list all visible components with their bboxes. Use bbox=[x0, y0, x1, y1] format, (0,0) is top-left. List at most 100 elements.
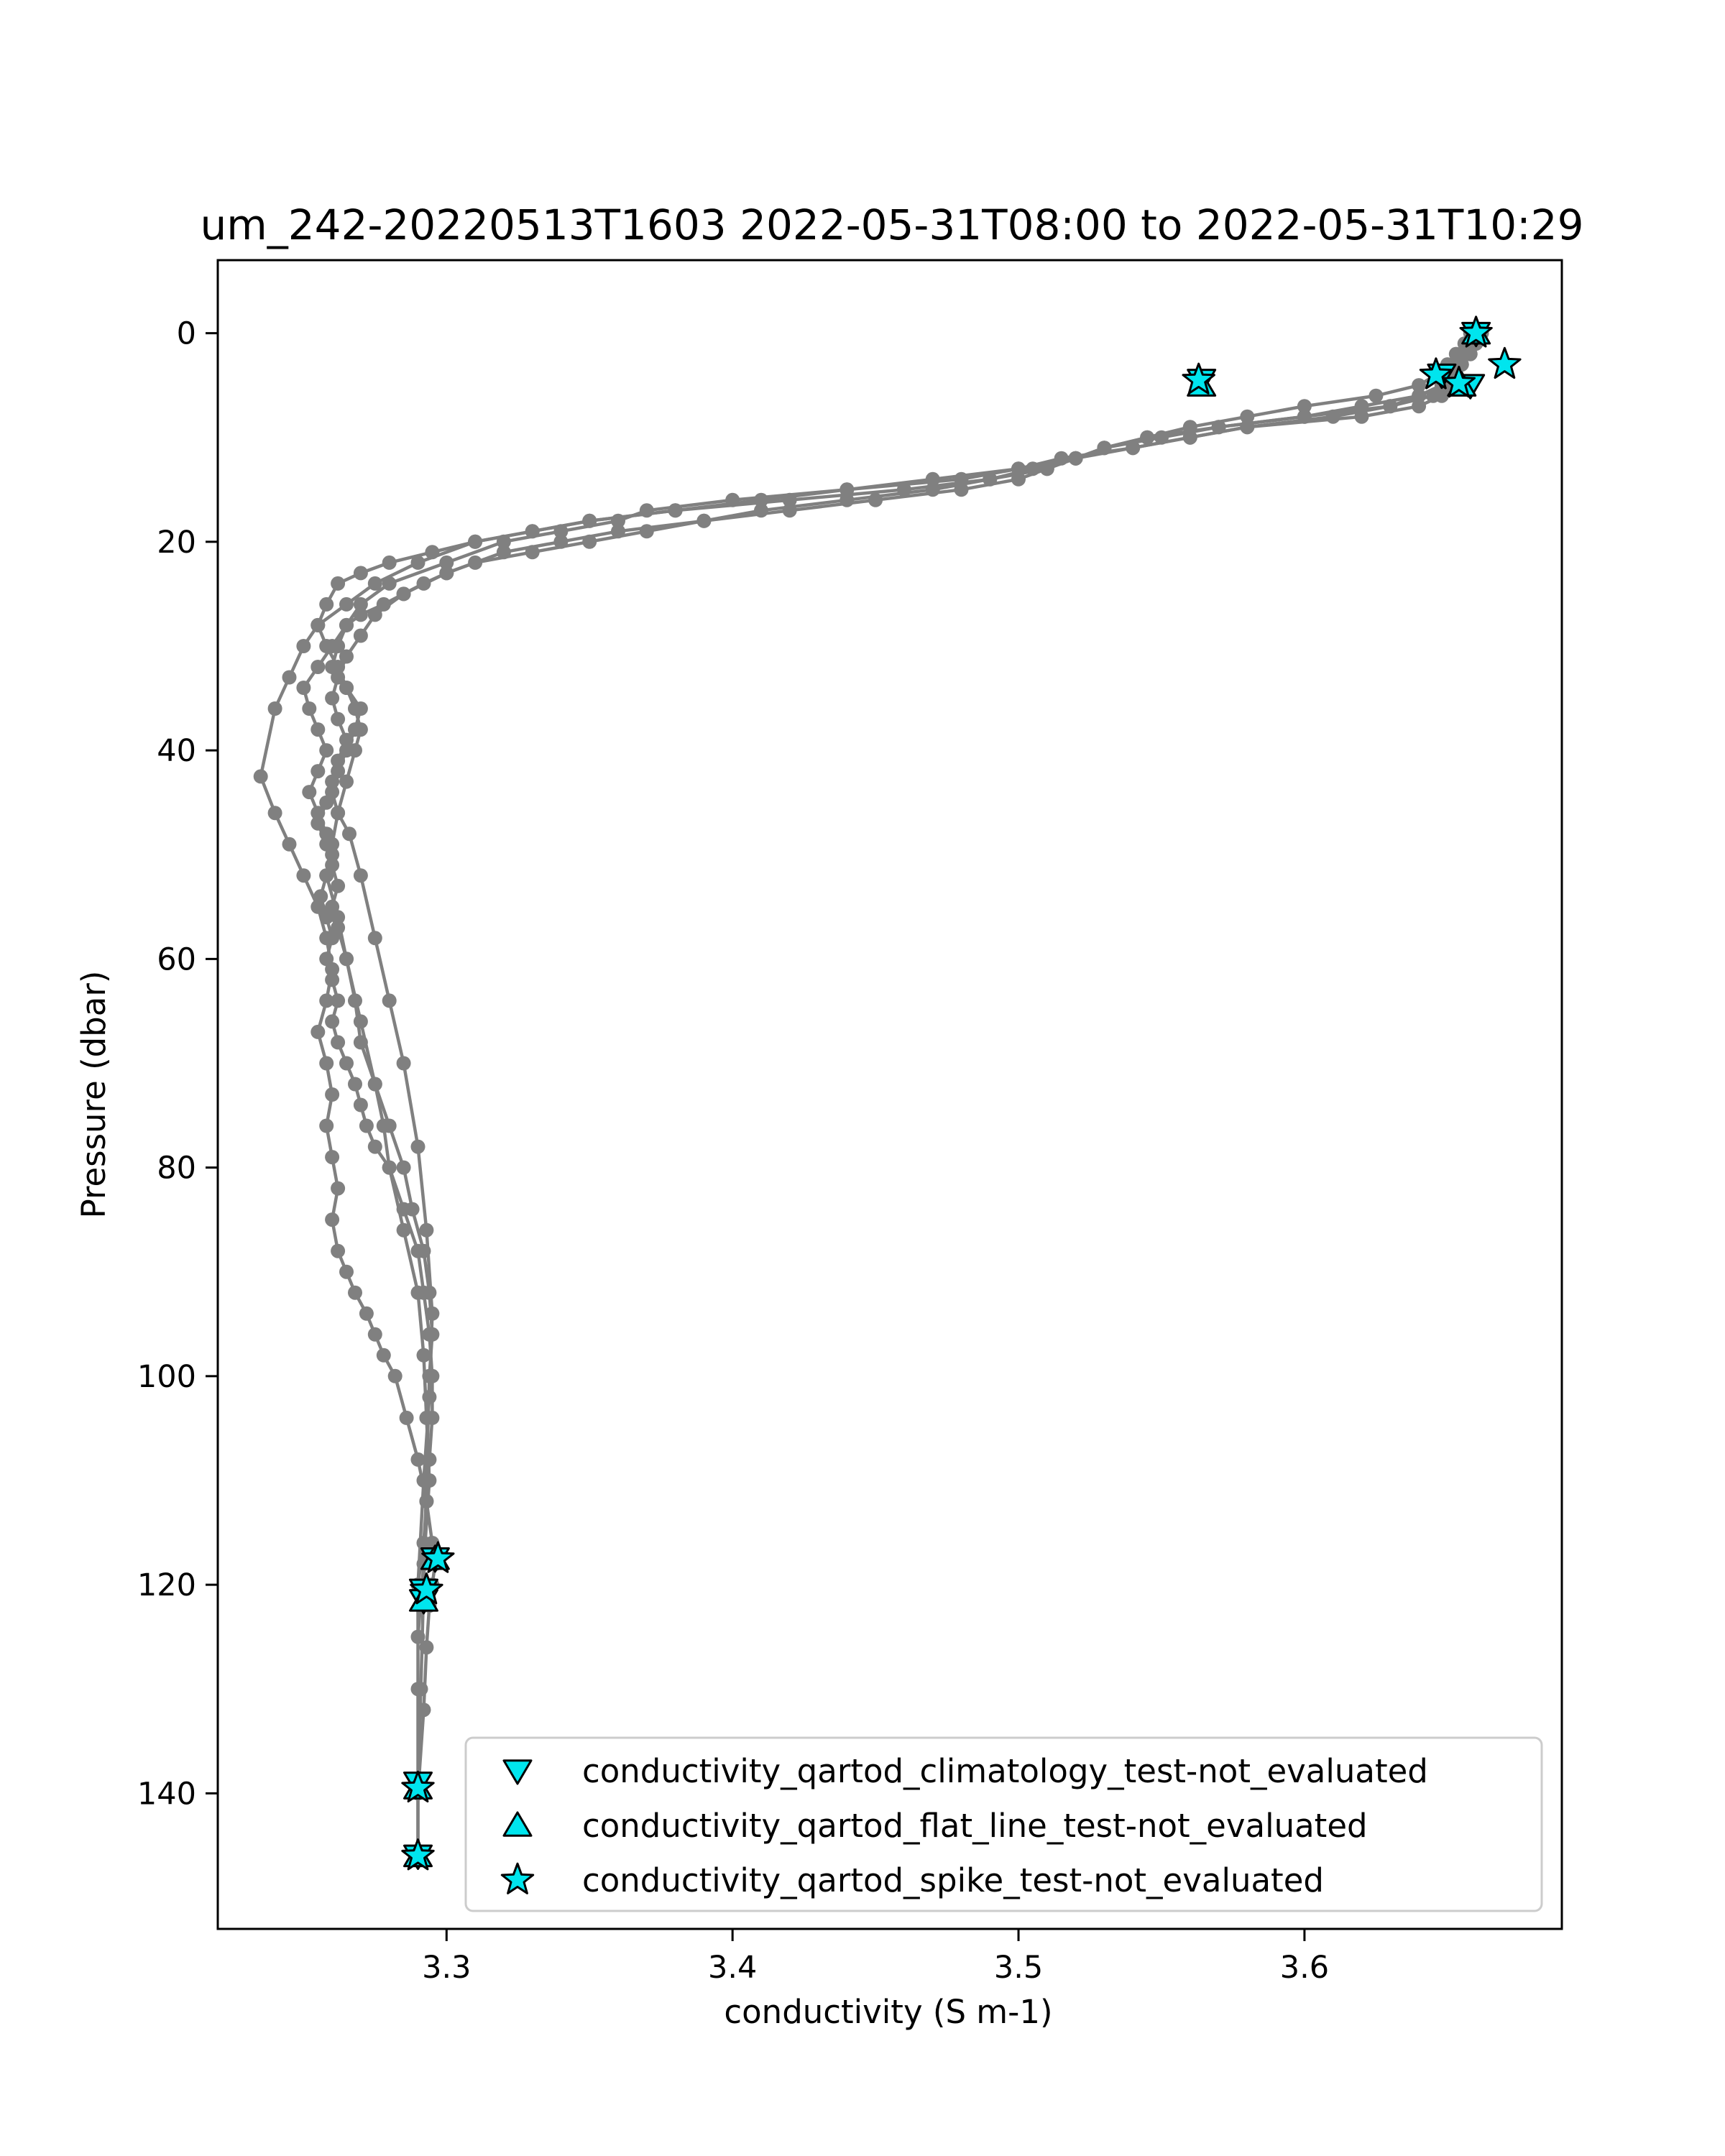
profile-point bbox=[410, 1452, 426, 1467]
profile-point bbox=[525, 545, 540, 560]
y-axis-label: Pressure (dbar) bbox=[75, 971, 113, 1219]
profile-point bbox=[382, 555, 397, 570]
profile-point bbox=[1126, 441, 1141, 456]
profile-point bbox=[302, 785, 317, 800]
qc-marker-star bbox=[1442, 365, 1476, 398]
profile-point bbox=[339, 1264, 354, 1279]
profile-point bbox=[468, 555, 483, 570]
profile-point bbox=[439, 566, 454, 581]
profile-point bbox=[396, 1160, 411, 1175]
y-tick-label: 20 bbox=[157, 525, 196, 561]
profile-point bbox=[253, 769, 268, 784]
profile-point bbox=[319, 931, 334, 946]
profile-point bbox=[1383, 399, 1398, 414]
profile-point bbox=[339, 596, 354, 612]
profile-point bbox=[331, 910, 346, 925]
profile-point bbox=[310, 816, 326, 831]
profile-point bbox=[325, 1150, 340, 1165]
x-axis-label: conductivity (S m-1) bbox=[724, 1993, 1052, 2031]
x-tick-label: 3.4 bbox=[708, 1950, 757, 1986]
profile-point bbox=[376, 596, 391, 612]
profile-point bbox=[339, 952, 354, 967]
profile-point bbox=[413, 1682, 428, 1697]
profile-point bbox=[439, 555, 454, 570]
profile-series-5 bbox=[325, 326, 1484, 1593]
profile-point bbox=[267, 806, 282, 821]
profile-point bbox=[840, 492, 855, 507]
profile-point bbox=[319, 1118, 334, 1133]
profile-point bbox=[376, 1348, 391, 1363]
profile-point bbox=[310, 722, 326, 737]
profile-point bbox=[353, 607, 368, 622]
profile-point bbox=[410, 1629, 426, 1644]
profile-point bbox=[319, 743, 334, 758]
profile-point bbox=[1039, 461, 1054, 476]
profile-point bbox=[325, 691, 340, 706]
profile-point bbox=[339, 617, 354, 632]
profile-point bbox=[367, 931, 382, 946]
profile-point bbox=[367, 1327, 382, 1342]
plot-frame bbox=[216, 259, 1563, 1930]
profile-point bbox=[331, 806, 346, 821]
profile-point bbox=[319, 993, 334, 1008]
profile-point bbox=[925, 471, 940, 487]
profile-point bbox=[353, 566, 368, 581]
x-tick-label: 3.6 bbox=[1280, 1950, 1329, 1986]
legend-entry: conductivity_qartod_climatology_test-not… bbox=[502, 1752, 1428, 1790]
profile-point bbox=[331, 878, 346, 893]
profile-point bbox=[348, 722, 362, 737]
profile-point bbox=[419, 1222, 434, 1238]
legend: conductivity_qartod_climatology_test-not… bbox=[464, 1736, 1543, 1912]
profile-point bbox=[319, 596, 334, 612]
profile-point bbox=[353, 1097, 368, 1112]
x-tick-label: 3.3 bbox=[422, 1950, 471, 1986]
profile-point bbox=[754, 503, 768, 518]
profile-point bbox=[582, 534, 597, 549]
profile-point bbox=[267, 701, 282, 716]
profile-point bbox=[416, 1348, 431, 1363]
plot-area bbox=[253, 315, 1522, 1871]
profile-point bbox=[325, 1087, 340, 1102]
profile-point bbox=[359, 1306, 374, 1321]
profile-point bbox=[416, 576, 431, 591]
profile-point bbox=[399, 1410, 414, 1425]
qc-marker-star bbox=[401, 1838, 435, 1871]
profile-point bbox=[468, 534, 483, 549]
profile-point bbox=[331, 993, 346, 1008]
y-tick-label: 100 bbox=[137, 1359, 196, 1395]
profile-point bbox=[396, 1222, 411, 1238]
legend-label: conductivity_qartod_climatology_test-not… bbox=[582, 1752, 1428, 1790]
profile-point bbox=[396, 586, 411, 602]
qc-marker-star bbox=[1488, 346, 1522, 379]
profile-point bbox=[525, 524, 540, 539]
profile-point bbox=[310, 899, 326, 914]
profile-point bbox=[983, 471, 998, 487]
profile-point bbox=[310, 1024, 326, 1039]
legend-entry: conductivity_qartod_spike_test-not_evalu… bbox=[500, 1861, 1324, 1899]
qc-marker-star bbox=[1459, 315, 1493, 348]
legend-label: conductivity_qartod_spike_test-not_evalu… bbox=[582, 1861, 1324, 1899]
profile-point bbox=[353, 596, 368, 612]
profile-point bbox=[425, 545, 440, 560]
profile-point bbox=[1297, 399, 1312, 414]
profile-point bbox=[840, 482, 855, 497]
profile-point bbox=[331, 1243, 346, 1258]
profile-point bbox=[339, 743, 354, 758]
legend-frame bbox=[464, 1736, 1543, 1912]
legend-label: conductivity_qartod_flat_line_test-not_e… bbox=[582, 1807, 1368, 1845]
y-tick-label: 140 bbox=[137, 1776, 196, 1812]
profile-point bbox=[331, 639, 346, 653]
profile-point bbox=[382, 993, 397, 1008]
profile-point bbox=[331, 576, 346, 591]
profile-point bbox=[296, 639, 311, 653]
legend-marker-triangle-down bbox=[502, 1759, 533, 1785]
profile-point bbox=[353, 628, 368, 643]
profile-point bbox=[1140, 430, 1155, 445]
profile-point bbox=[319, 868, 334, 883]
profile-point bbox=[353, 1014, 368, 1029]
legend-entry: conductivity_qartod_flat_line_test-not_e… bbox=[502, 1807, 1368, 1845]
profile-point bbox=[1412, 378, 1427, 393]
profile-point bbox=[282, 837, 297, 852]
profile-point bbox=[331, 711, 346, 727]
